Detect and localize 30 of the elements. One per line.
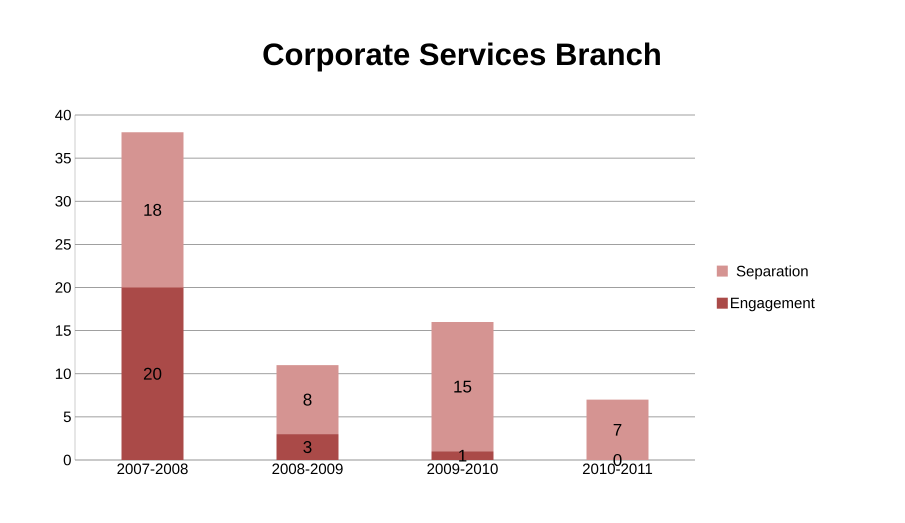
x-tick-label: 2010-2011 bbox=[582, 464, 652, 474]
legend-label: Separation bbox=[736, 265, 808, 280]
data-label: 7 bbox=[614, 424, 622, 436]
y-tick-label: 20 bbox=[56, 282, 71, 293]
data-label: 1 bbox=[459, 450, 466, 462]
y-tick-label: 15 bbox=[56, 325, 71, 336]
x-tick-label: 2008-2009 bbox=[272, 464, 343, 474]
y-tick-label: 25 bbox=[56, 239, 71, 250]
data-label: 20 bbox=[144, 368, 162, 380]
data-label: 15 bbox=[454, 380, 472, 393]
y-tick-label: 10 bbox=[56, 368, 71, 380]
x-tick-label: 2007-2008 bbox=[117, 464, 188, 474]
data-label: 18 bbox=[144, 204, 162, 216]
y-tick-label: 0 bbox=[64, 454, 71, 466]
x-tick-label: 2009-2010 bbox=[427, 464, 498, 474]
y-tick-label: 5 bbox=[64, 412, 71, 422]
data-label: 0 bbox=[613, 454, 622, 466]
y-tick-label: 35 bbox=[55, 152, 71, 164]
bar bbox=[122, 288, 184, 460]
y-tick-label: 30 bbox=[55, 196, 71, 207]
data-label: 8 bbox=[304, 394, 312, 406]
bar bbox=[122, 132, 184, 288]
data-label: 3 bbox=[303, 441, 312, 454]
legend-label: Engagement bbox=[731, 298, 815, 312]
bar bbox=[432, 322, 494, 452]
bar bbox=[432, 451, 494, 460]
y-tick-label: 40 bbox=[55, 110, 71, 120]
chart-title: Corporate Services Branch bbox=[263, 42, 660, 72]
bar bbox=[276, 434, 339, 460]
bar bbox=[276, 365, 339, 434]
